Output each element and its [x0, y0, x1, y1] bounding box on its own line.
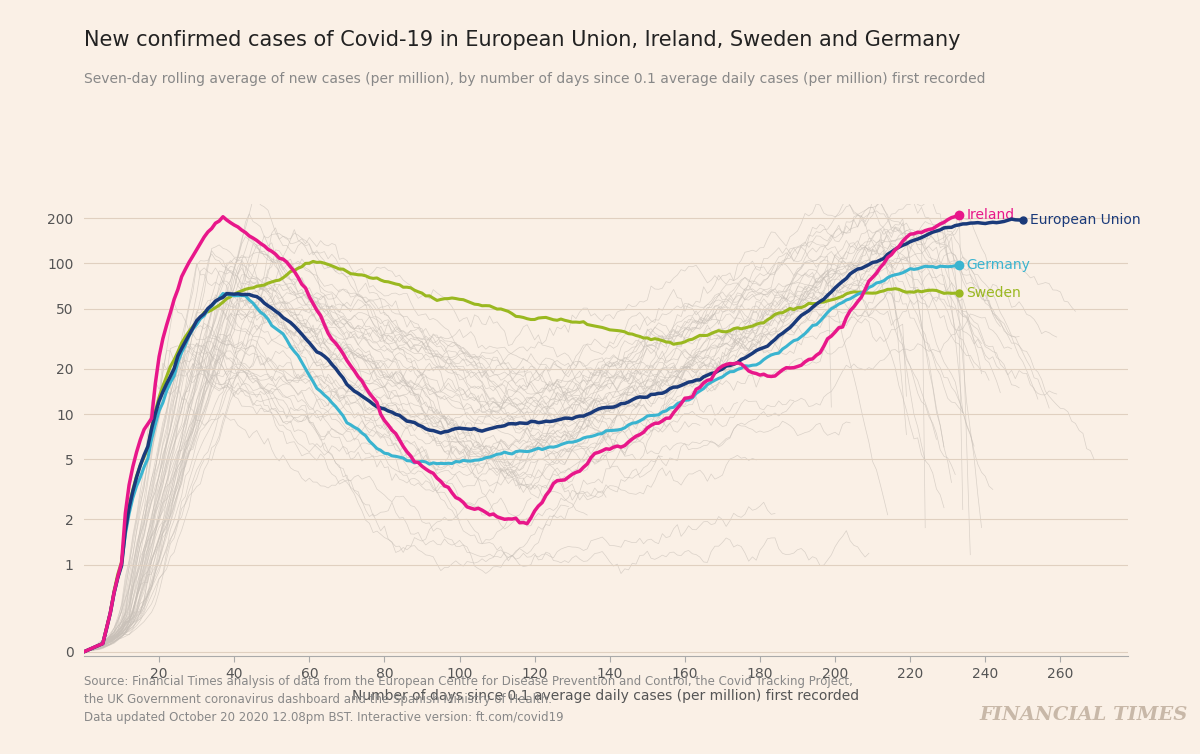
Text: European Union: European Union — [1031, 213, 1141, 227]
X-axis label: Number of days since 0.1 average daily cases (per million) first recorded: Number of days since 0.1 average daily c… — [353, 689, 859, 703]
Text: Germany: Germany — [966, 259, 1031, 272]
Text: Source: Financial Times analysis of data from the European Centre for Disease Pr: Source: Financial Times analysis of data… — [84, 675, 853, 724]
Text: Sweden: Sweden — [966, 287, 1021, 300]
Text: Seven-day rolling average of new cases (per million), by number of days since 0.: Seven-day rolling average of new cases (… — [84, 72, 985, 86]
Text: New confirmed cases of Covid-19 in European Union, Ireland, Sweden and Germany: New confirmed cases of Covid-19 in Europ… — [84, 30, 960, 51]
Text: Ireland: Ireland — [966, 208, 1015, 222]
Text: FINANCIAL TIMES: FINANCIAL TIMES — [979, 706, 1188, 724]
